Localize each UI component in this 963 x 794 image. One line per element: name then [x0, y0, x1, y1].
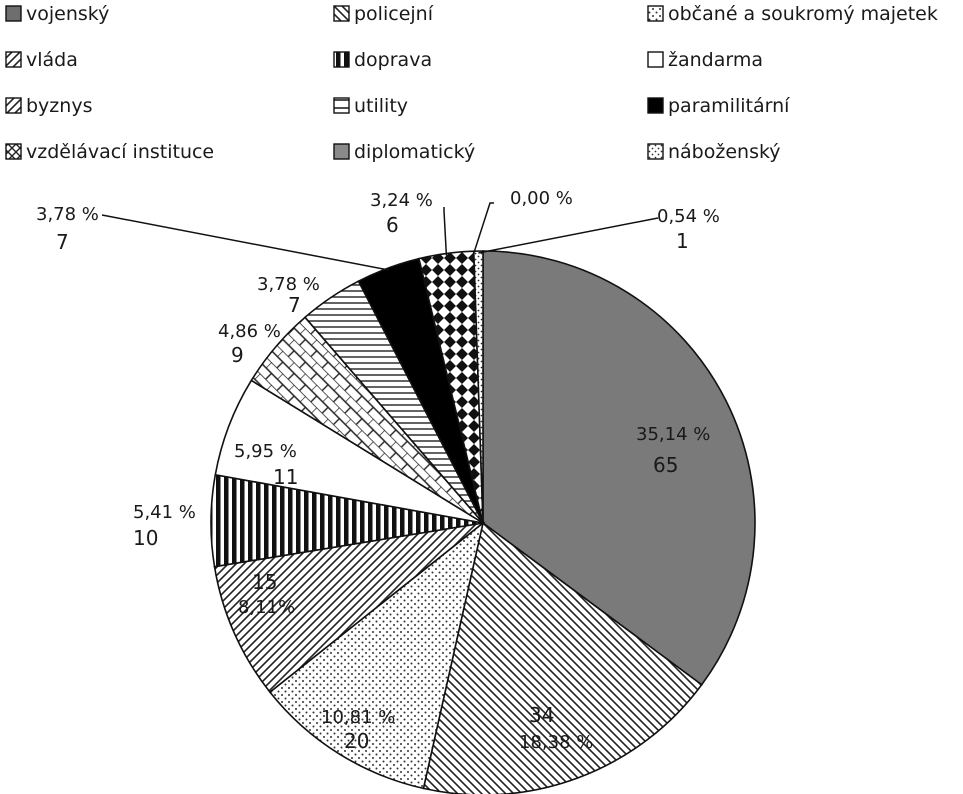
pie-slice-0: [482, 250, 756, 686]
legend-label-3: vláda: [26, 49, 78, 71]
data-label-count-2: 20: [344, 729, 369, 753]
legend: vojenský policejní občané a soukromý majet…: [5, 3, 938, 163]
legend-swatch-10: [333, 143, 350, 160]
data-label-percent-1: 18,38 %: [519, 732, 593, 753]
data-label-percent-10: 0,00 %: [510, 188, 573, 209]
legend-label-9: vzdělávací instituce: [26, 141, 214, 163]
legend-label-2: občané a soukromý majetek: [668, 3, 938, 25]
legend-label-10: diplomatický: [354, 141, 475, 163]
pie-slice-3: [213, 521, 486, 694]
legend-swatch-7: [333, 97, 350, 114]
data-label-percent-5: 5,95 %: [234, 441, 297, 462]
legend-swatch-5: [647, 51, 664, 68]
leader-line-8: [101, 214, 389, 271]
data-label-count-5: 11: [273, 465, 298, 489]
legend-swatch-4: [333, 51, 350, 68]
leader-line-9: [443, 207, 448, 256]
legend-label-11: náboženský: [668, 141, 781, 163]
legend-swatch-2: [647, 5, 664, 22]
data-label-count-3: 15: [252, 570, 277, 594]
data-label-count-0: 65: [653, 453, 678, 477]
legend-swatch-8: [647, 97, 664, 114]
data-label-percent-9: 3,24 %: [370, 190, 433, 211]
pie-slices: [210, 250, 756, 794]
data-label-percent-11: 0,54 %: [657, 206, 720, 227]
leader-lines: [101, 202, 659, 271]
legend-swatch-0: [5, 5, 22, 22]
leader-line-10: [473, 202, 494, 254]
pie-slice-2: [268, 520, 485, 790]
data-label-count-8: 7: [56, 230, 69, 254]
data-label-percent-6: 4,86 %: [218, 321, 281, 342]
data-labels: 35,14 % 65 18,38 % 34 10,81 %20 8,11% 15 5,41 %…: [36, 188, 720, 753]
leader-line-11: [478, 217, 659, 254]
data-label-percent-4: 5,41 %: [133, 502, 196, 523]
data-label-percent-2: 10,81 %: [321, 707, 395, 728]
data-label-percent-7: 3,78 %: [257, 274, 320, 295]
data-label-percent-0: 35,14 %: [636, 424, 710, 445]
legend-swatch-3: [5, 51, 22, 68]
data-label-count-11: 1: [676, 229, 689, 253]
legend-swatch-1: [333, 5, 350, 22]
data-label-percent-8: 3,78 %: [36, 204, 99, 225]
legend-label-1: policejní: [354, 3, 434, 25]
legend-label-8: paramilitární: [668, 95, 790, 117]
legend-label-6: byznys: [26, 95, 92, 117]
legend-swatch-11: [647, 143, 664, 160]
legend-label-7: utility: [354, 95, 408, 117]
data-label-count-1: 34: [529, 703, 554, 727]
legend-swatch-6: [5, 97, 22, 114]
legend-label-5: žandarma: [668, 49, 763, 71]
data-label-count-9: 6: [386, 213, 399, 237]
data-label-count-6: 9: [231, 343, 244, 367]
data-label-percent-3: 8,11%: [238, 597, 295, 618]
legend-label-0: vojenský: [26, 3, 109, 25]
legend-swatch-9: [5, 143, 22, 160]
legend-label-4: doprava: [354, 49, 432, 71]
data-label-count-4: 10: [133, 526, 158, 550]
data-label-count-7: 7: [288, 293, 301, 317]
